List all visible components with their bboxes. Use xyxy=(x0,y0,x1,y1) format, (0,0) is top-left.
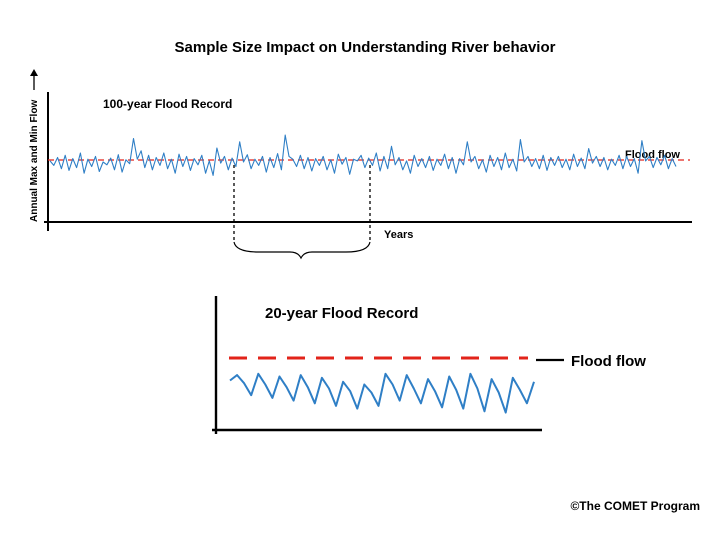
bottom-flood-flow-label: Flood flow xyxy=(571,353,646,370)
top-chart: Annual Max and Min Flow 100-year Flood R… xyxy=(29,69,692,260)
bottom-series-line xyxy=(229,372,535,414)
top-x-axis-label: Years xyxy=(384,229,413,241)
bottom-chart-title: 20-year Flood Record xyxy=(265,305,418,322)
y-arrow-head xyxy=(30,69,38,76)
top-flood-flow-label: Flood flow xyxy=(625,149,680,161)
bottom-chart: 20-year Flood Record Flood flow xyxy=(212,296,646,434)
top-series-line xyxy=(49,134,677,176)
diagram-title: Sample Size Impact on Understanding Rive… xyxy=(175,39,556,56)
credit-text: ©The COMET Program xyxy=(570,499,700,513)
top-y-axis-label: Annual Max and Min Flow xyxy=(29,100,40,222)
window-bracket xyxy=(233,241,371,260)
top-y-axis-label-group: Annual Max and Min Flow xyxy=(29,69,40,222)
top-chart-title: 100-year Flood Record xyxy=(103,97,232,111)
